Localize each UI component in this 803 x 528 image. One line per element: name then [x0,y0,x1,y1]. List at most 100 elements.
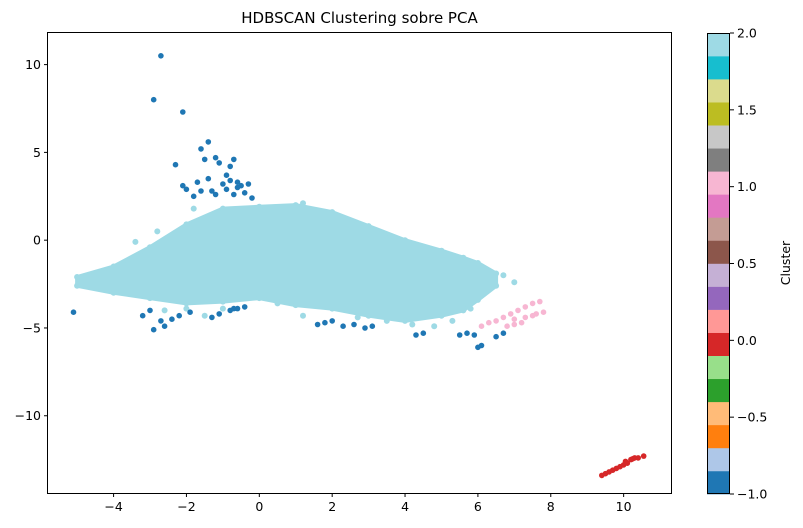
y-tick-label: −10 [15,408,41,423]
colorbar-segment [707,102,730,126]
cluster-1-point [500,314,507,321]
cluster-neg1-point [227,163,233,170]
cluster-neg1-point [147,307,153,314]
cluster-neg1-point [362,325,368,331]
cluster-neg1-point [227,177,233,184]
colorbar-segment [707,171,730,195]
cluster-neg1-point [413,332,419,338]
colorbar-segment [707,401,730,426]
cluster-2-edge-point [474,296,481,303]
cluster-2-edge-point [74,274,81,280]
cluster-neg1-point [198,146,204,152]
cluster-neg1-point [205,139,212,145]
cluster-1-point [504,323,510,330]
cluster-1-point [486,319,492,326]
cluster-1-point [511,316,518,323]
cluster-neg1-point [249,195,255,201]
colorbar-segment [707,332,730,356]
cluster-2-point [511,279,518,286]
cluster-2-point [500,272,507,279]
cluster-2-edge-point [329,305,336,312]
cluster-neg1-point [216,160,222,166]
y-tick-label: 10 [25,57,41,72]
cluster-2-edge-point [292,302,299,309]
cluster-neg1-point [158,53,164,59]
colorbar-tick-label: 0.5 [737,256,757,271]
cluster-2-edge-point [147,244,153,251]
colorbar-segment [707,378,730,403]
cluster-neg1-point [223,186,230,193]
cluster-neg1-point [70,309,77,316]
points-layer [70,53,647,479]
cluster-2-point [431,323,438,330]
cluster-1-point [511,321,518,328]
cluster-neg1-point [180,109,186,115]
cluster-2-point [274,300,281,307]
x-tick-label: 6 [474,499,482,514]
cluster-0-point [640,453,647,459]
cluster-2-point [161,307,168,314]
colorbar-tick-label: −0.5 [737,410,767,425]
cluster-2-point [201,312,208,319]
cluster-1-point [493,318,499,324]
cluster-neg1-point [464,330,470,337]
chart-title: HDBSCAN Clustering sobre PCA [241,9,478,27]
colorbar-segment [707,470,730,495]
colorbar-segment [707,33,730,57]
cluster-neg1-point [369,323,376,330]
cluster-2-point [300,200,306,207]
cluster-2-point [354,314,361,321]
cluster-2-point [154,228,161,235]
cluster-neg1-point [169,316,175,323]
cluster-2-point [190,205,197,212]
x-tick-label: −2 [177,499,195,514]
cluster-neg1-point [172,161,179,168]
cluster-2-edge-point [474,260,481,266]
cluster-neg1-point [314,321,321,328]
cluster-0-point [635,455,641,461]
cluster-neg1-point [231,156,237,163]
colorbar-frame [707,33,730,494]
cluster-2-edge-point [219,298,226,305]
cluster-neg1-point [456,332,463,338]
x-axis: −4 −2 0 2 4 6 8 10 [104,493,632,514]
cluster-neg1-point [176,312,182,319]
colorbar-segment [707,79,730,103]
cluster-2-edge-point [493,270,500,277]
x-tick-label: 4 [401,499,409,514]
cluster-2-point [300,312,306,319]
cluster-neg1-point [212,154,219,161]
x-tick-label: 10 [616,499,632,514]
cluster-neg1-point [234,184,241,191]
cluster-2-point [183,305,190,312]
cluster-neg1-point [194,179,201,185]
cluster-neg1-point [234,179,241,185]
colorbar-segment [707,424,730,449]
cluster-neg1-point [212,191,219,198]
cluster-neg1-point [471,332,478,338]
colorbar-segment [707,56,730,80]
cluster-neg1-point [241,304,248,310]
cluster-1-point [515,307,521,314]
cluster-2-edge-point [365,312,372,319]
cluster-neg1-point [150,96,157,103]
colorbar-label: Cluster [778,240,793,285]
cluster-2-edge-point [256,295,263,302]
cluster-neg1-point [209,314,215,321]
cluster-1-point [522,314,529,321]
colorbar-segment [707,355,730,380]
cluster-1-point [518,319,525,326]
colorbar-tick-label: 2.0 [737,26,757,41]
cluster-neg1-point [158,318,164,324]
colorbar-tick-label: 1.5 [737,102,757,117]
colorbar-segment [707,263,730,287]
cluster-neg1-point [241,190,248,196]
plot-frame [47,32,672,494]
cluster-2-edge-point [438,312,445,319]
cluster-2-edge-point [74,282,81,289]
cluster-1-point [507,311,514,317]
x-tick-label: 8 [547,499,555,514]
cluster-neg1-point [190,193,197,200]
cluster-2-edge-point [183,221,190,228]
